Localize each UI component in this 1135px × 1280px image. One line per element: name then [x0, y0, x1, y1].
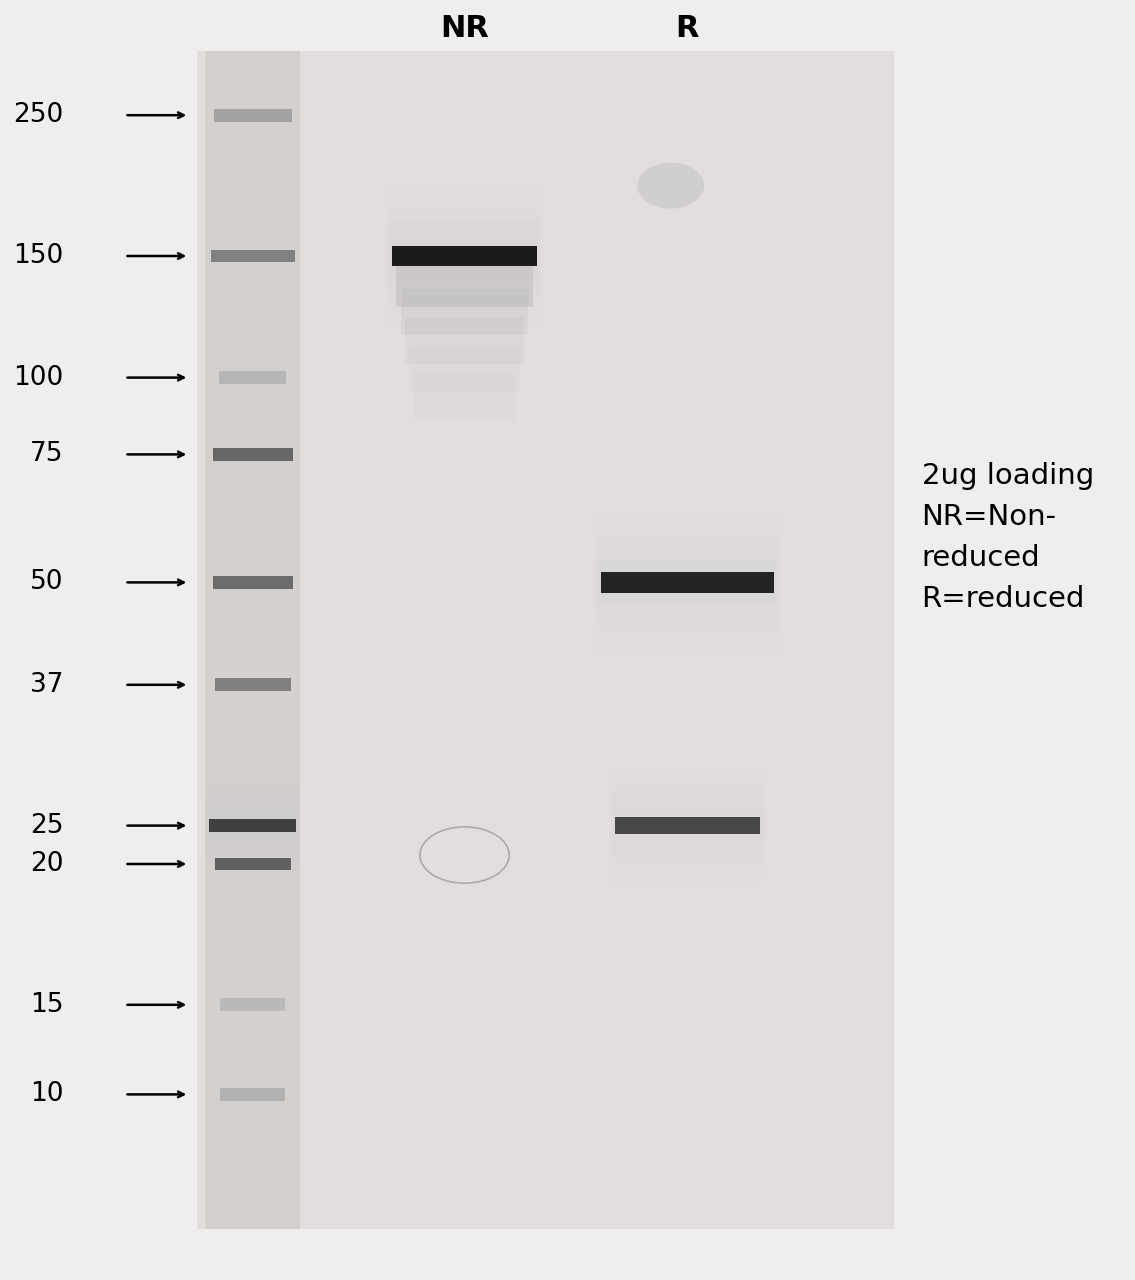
Bar [213, 663, 292, 707]
Bar [614, 808, 762, 844]
Bar [611, 787, 764, 864]
Bar [209, 234, 296, 278]
Bar [219, 371, 286, 384]
Text: 150: 150 [12, 243, 64, 269]
Bar [209, 812, 297, 840]
Bar [211, 78, 295, 152]
Bar [401, 289, 528, 335]
Bar [217, 348, 288, 407]
Bar [410, 346, 520, 392]
Bar [217, 1050, 288, 1139]
Bar [592, 511, 782, 654]
Bar [385, 184, 544, 328]
Bar [207, 211, 299, 301]
Bar [205, 781, 301, 870]
Bar [388, 209, 541, 303]
Bar [205, 788, 300, 863]
Bar [210, 553, 295, 612]
Bar [209, 410, 297, 499]
Bar [212, 440, 294, 468]
Bar [207, 796, 299, 855]
Bar [598, 548, 777, 617]
Bar [217, 960, 288, 1050]
Bar [218, 968, 287, 1042]
Bar [212, 648, 294, 722]
Bar [594, 524, 781, 641]
Bar [209, 545, 296, 620]
Bar [220, 1088, 285, 1101]
Bar [212, 827, 294, 901]
Bar [211, 86, 294, 145]
Text: R: R [675, 14, 699, 42]
Bar [211, 250, 294, 262]
Bar [211, 433, 294, 476]
Bar [386, 197, 543, 315]
Text: NR: NR [440, 14, 489, 42]
Text: 20: 20 [30, 851, 64, 877]
Bar [212, 448, 293, 461]
Bar [215, 858, 291, 870]
Ellipse shape [638, 163, 704, 209]
Bar [212, 576, 293, 589]
Bar [599, 559, 775, 605]
Bar [218, 356, 287, 399]
Text: 75: 75 [30, 442, 64, 467]
Bar [219, 1073, 286, 1116]
Bar [218, 1057, 287, 1132]
Bar [211, 819, 294, 909]
Bar [215, 678, 291, 691]
Bar [213, 842, 292, 886]
Text: 15: 15 [30, 992, 64, 1018]
Bar [218, 1065, 287, 1124]
Bar [607, 768, 767, 884]
Text: 250: 250 [12, 102, 64, 128]
Bar [596, 535, 779, 630]
Bar [602, 572, 774, 593]
Bar [197, 51, 893, 1229]
Bar [212, 93, 293, 137]
Bar [220, 998, 285, 1011]
Bar [208, 219, 297, 293]
Text: 2ug loading
NR=Non-
reduced
R=reduced: 2ug loading NR=Non- reduced R=reduced [922, 462, 1094, 613]
Bar [216, 333, 289, 422]
Bar [215, 850, 292, 878]
Bar [208, 804, 297, 847]
Bar [209, 417, 296, 492]
Bar [405, 317, 524, 364]
Bar [414, 374, 515, 420]
Bar [609, 777, 766, 874]
Bar [396, 261, 532, 307]
Text: 50: 50 [30, 570, 64, 595]
Bar [213, 101, 293, 129]
Bar [612, 797, 763, 854]
Text: 37: 37 [30, 672, 64, 698]
Bar [212, 835, 293, 893]
Bar [219, 364, 287, 392]
Bar [209, 227, 297, 285]
Bar [220, 991, 286, 1019]
Bar [211, 640, 294, 730]
Bar [212, 568, 294, 596]
Bar [211, 561, 294, 604]
Bar [217, 340, 288, 415]
Bar [210, 242, 295, 270]
Text: 25: 25 [30, 813, 64, 838]
Bar [210, 70, 295, 160]
Bar [212, 655, 293, 714]
Bar [615, 818, 760, 835]
Bar [205, 51, 300, 1229]
Bar [389, 221, 540, 291]
Bar [210, 425, 295, 484]
Bar [213, 109, 292, 122]
Bar [218, 975, 287, 1034]
Bar [219, 983, 286, 1027]
Bar [215, 671, 292, 699]
Text: 100: 100 [12, 365, 64, 390]
Bar [209, 819, 296, 832]
Bar [209, 538, 297, 627]
Bar [392, 246, 537, 266]
Text: 10: 10 [30, 1082, 64, 1107]
Bar [390, 233, 538, 279]
Bar [220, 1080, 286, 1108]
